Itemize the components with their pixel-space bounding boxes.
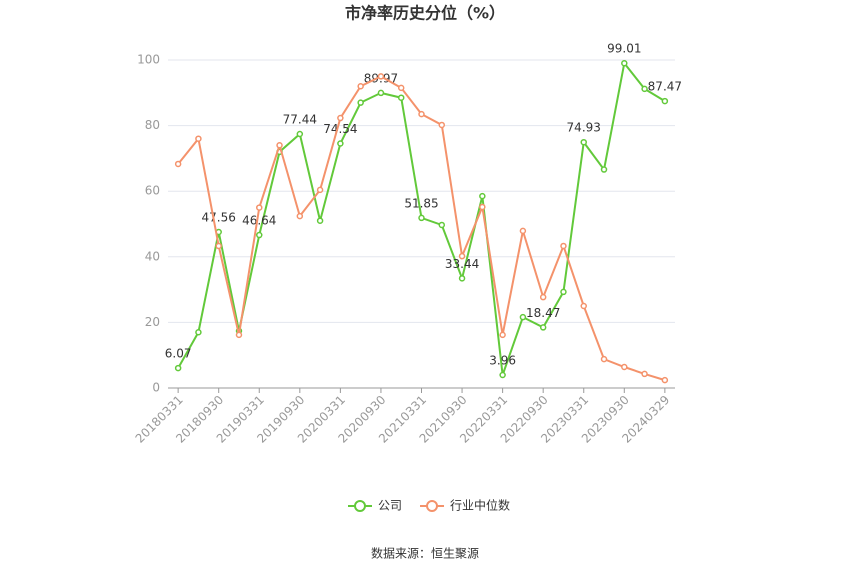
data-label: 74.93 [567,121,601,135]
point [418,110,425,118]
point [397,84,405,92]
point [600,166,608,173]
point [256,204,263,211]
point [621,59,628,67]
data-label: 33.44 [445,257,479,271]
data-label: 51.85 [404,196,438,210]
point [661,97,669,105]
point [560,242,567,250]
point [174,160,182,168]
legend-label: 行业中位数 [450,498,510,513]
data-label: 46.64 [242,214,276,228]
point [499,331,506,339]
y-tick-label: 0 [152,381,160,395]
point [418,214,425,222]
data-label: 47.56 [202,211,236,225]
point [296,212,304,220]
point [479,192,486,200]
point [296,130,304,138]
point [215,242,222,250]
point [539,324,547,331]
data-label: 6.07 [165,347,192,361]
point [600,355,608,363]
point [641,370,648,378]
point [377,89,385,97]
data-label: 99.01 [607,42,641,56]
point [519,313,527,321]
source: 数据来源：恒生聚源 [371,546,479,561]
point [661,376,669,384]
y-tick-label: 80 [145,118,160,132]
point [377,73,385,80]
point [438,121,446,129]
data-label: 74.54 [323,122,357,136]
point [641,85,648,93]
point [519,227,527,235]
chart-title: 市净率历史分位（%） [345,4,505,23]
data-label: 87.47 [648,80,682,94]
point [397,94,405,101]
point [438,221,446,229]
point [337,140,344,147]
point [276,142,283,149]
y-tick-label: 40 [145,249,160,263]
legend-marker [354,500,366,512]
y-tick-label: 100 [137,53,160,67]
data-label: 18.47 [526,306,560,320]
y-tick-label: 60 [145,184,160,198]
legend-label: 公司 [378,499,402,513]
point [458,275,466,282]
point [195,135,202,142]
point [316,217,324,224]
point [337,114,344,122]
y-tick-label: 20 [145,315,160,329]
point [621,363,628,371]
point [357,82,364,90]
point [580,138,587,146]
point [174,364,182,372]
point [357,99,364,106]
data-label: 77.44 [283,112,317,126]
point [580,302,587,310]
point [539,293,547,301]
data-label: 3.96 [489,354,516,368]
legend-marker [426,500,439,512]
point [560,288,567,296]
point [458,252,466,260]
point [235,331,243,339]
point [479,203,486,211]
point [195,328,202,336]
point [256,231,263,239]
point [499,371,506,379]
point [316,186,324,194]
